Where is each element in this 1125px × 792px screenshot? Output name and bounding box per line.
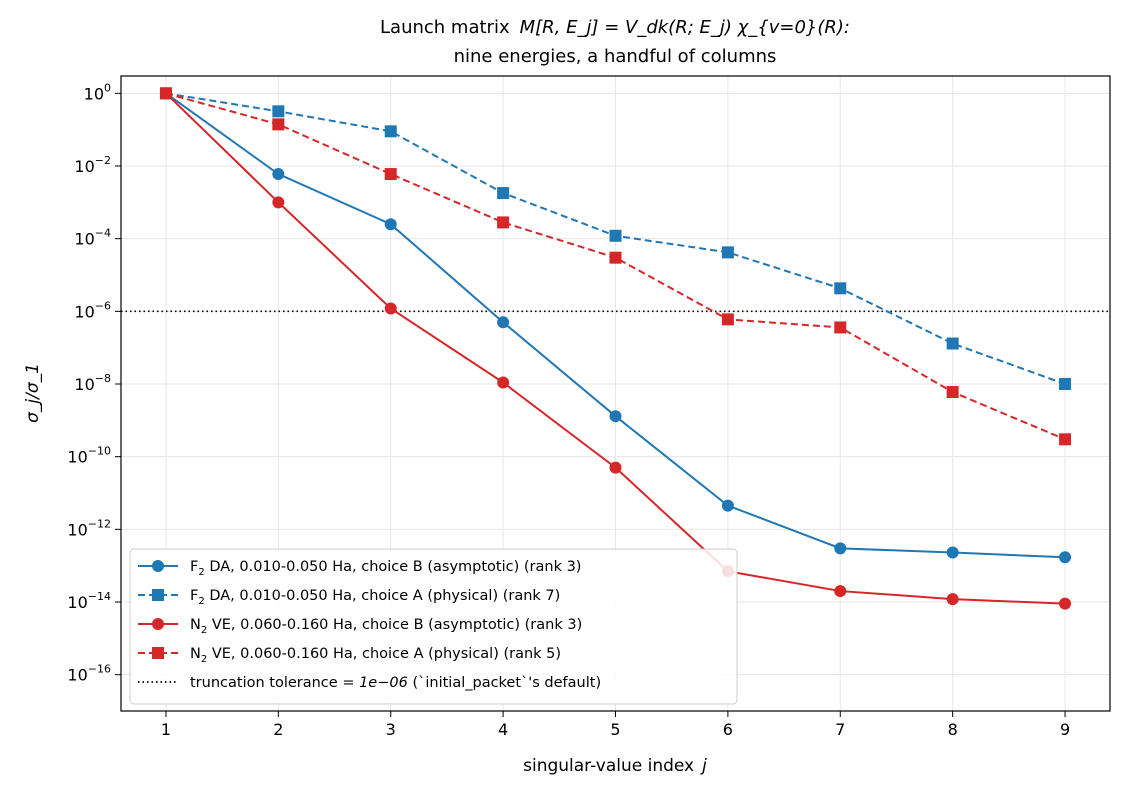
data-point — [946, 337, 959, 350]
series-2 — [159, 87, 1072, 391]
y-tick-label: 10−4 — [74, 227, 111, 249]
data-point — [946, 546, 959, 559]
data-point — [384, 218, 397, 231]
legend-entry: N2 VE, 0.060-0.160 Ha, choice B (asympto… — [138, 617, 582, 636]
legend-label: F2 DA, 0.010-0.050 Ha, choice B (asympto… — [190, 559, 581, 578]
legend-entry: F2 DA, 0.010-0.050 Ha, choice B (asympto… — [138, 559, 581, 578]
legend-entry: F2 DA, 0.010-0.050 Ha, choice A (physica… — [138, 588, 560, 607]
x-tick-label: 7 — [835, 720, 845, 739]
x-axis-label: singular-value index j — [523, 756, 707, 776]
data-point — [834, 321, 847, 334]
x-tick-label: 8 — [948, 720, 958, 739]
data-point — [272, 196, 285, 209]
x-tick-label: 1 — [161, 720, 171, 739]
data-point — [1059, 551, 1072, 564]
data-point — [1059, 433, 1072, 446]
y-axis-label: σ_j/σ_1 — [23, 363, 43, 423]
data-point — [609, 461, 622, 474]
data-point — [721, 246, 734, 259]
y-tick-label: 100 — [84, 81, 111, 103]
legend-marker — [152, 589, 164, 601]
data-point — [609, 229, 622, 242]
legend-label: N2 VE, 0.060-0.160 Ha, choice A (physica… — [190, 646, 561, 665]
data-point — [272, 118, 285, 131]
data-point — [1059, 378, 1072, 391]
data-point — [1059, 597, 1072, 610]
x-tick-label: 9 — [1060, 720, 1070, 739]
legend-label: N2 VE, 0.060-0.160 Ha, choice B (asympto… — [190, 617, 582, 636]
data-point — [384, 302, 397, 315]
data-point — [609, 251, 622, 264]
chart-title: Launch matrix M[R, E_j] = V_dk(R; E_j) χ_… — [380, 17, 850, 67]
y-tick-label: 10−12 — [67, 517, 111, 539]
y-tick-label: 10−14 — [67, 590, 111, 612]
legend-label: F2 DA, 0.010-0.050 Ha, choice A (physica… — [190, 588, 560, 607]
x-tick-label: 4 — [498, 720, 508, 739]
series-4 — [159, 87, 1072, 446]
y-tick-label: 10−16 — [67, 663, 111, 685]
data-point — [384, 168, 397, 181]
data-point — [946, 593, 959, 606]
data-point — [609, 410, 622, 423]
data-point — [834, 542, 847, 555]
x-axis: 1 2 3 4 5 6 7 8 9 — [161, 711, 1070, 739]
legend-label: truncation tolerance = 1e−06 (`initial_p… — [190, 675, 601, 691]
title-line-2: nine energies, a handful of columns — [454, 46, 777, 67]
y-tick-label: 10−6 — [74, 299, 111, 321]
legend-marker — [152, 618, 164, 630]
data-point — [272, 105, 285, 118]
legend: F2 DA, 0.010-0.050 Ha, choice B (asympto… — [129, 548, 738, 705]
data-point — [946, 386, 959, 399]
x-tick-label: 6 — [723, 720, 733, 739]
data-point — [497, 316, 510, 329]
data-point — [384, 125, 397, 138]
legend-box — [129, 548, 738, 705]
series-3 — [159, 87, 1072, 610]
y-tick-label: 10−8 — [74, 372, 111, 394]
data-point — [497, 187, 510, 200]
legend-marker — [152, 560, 164, 572]
x-tick-label: 3 — [386, 720, 396, 739]
data-point — [497, 376, 510, 389]
data-point — [497, 216, 510, 229]
data-point — [834, 585, 847, 598]
x-tick-label: 5 — [610, 720, 620, 739]
legend-marker — [152, 647, 164, 659]
data-point — [159, 87, 172, 100]
data-point — [721, 313, 734, 326]
y-tick-label: 10−10 — [67, 445, 111, 467]
title-line-1: Launch matrix M[R, E_j] = V_dk(R; E_j) χ_… — [380, 17, 850, 38]
legend-entry: truncation tolerance = 1e−06 (`initial_p… — [138, 675, 601, 691]
x-tick-label: 2 — [273, 720, 283, 739]
legend-entry: N2 VE, 0.060-0.160 Ha, choice A (physica… — [138, 646, 561, 665]
data-point — [834, 282, 847, 295]
data-point — [721, 499, 734, 512]
y-tick-label: 10−2 — [74, 154, 111, 176]
series-layer — [159, 87, 1072, 610]
y-axis: 100 10−2 10−4 10−6 10−8 10−10 10−12 10−14 10−16 — [67, 81, 121, 685]
data-point — [272, 168, 285, 181]
